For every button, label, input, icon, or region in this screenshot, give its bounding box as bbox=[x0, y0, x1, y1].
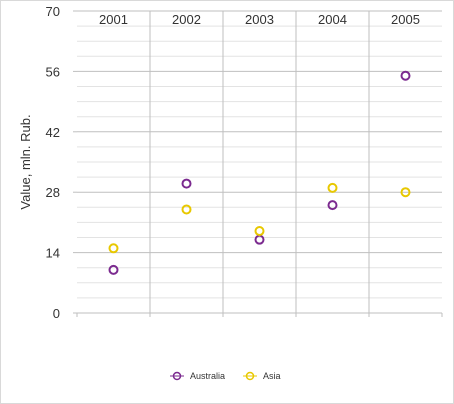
data-point-series-1 bbox=[327, 200, 338, 211]
grid bbox=[73, 10, 443, 317]
y-axis-ticks: 0 14 28 42 56 70 bbox=[46, 4, 60, 321]
data-point-series-2 bbox=[400, 187, 411, 198]
data-point-series-2 bbox=[327, 182, 338, 193]
y-tick-label: 70 bbox=[46, 4, 60, 19]
category-label: 2003 bbox=[245, 12, 274, 27]
category-label: 2004 bbox=[318, 12, 347, 27]
data-point-series-1 bbox=[400, 70, 411, 81]
data-point-series-1 bbox=[108, 264, 119, 275]
y-tick-label: 56 bbox=[46, 64, 60, 79]
y-tick-label: 0 bbox=[53, 306, 60, 321]
category-label: 2005 bbox=[391, 12, 420, 27]
data-point-series-2 bbox=[108, 243, 119, 254]
data-point-series-2 bbox=[181, 204, 192, 215]
category-label: 2002 bbox=[172, 12, 201, 27]
legend-label: Asia bbox=[263, 371, 281, 381]
y-tick-label: 14 bbox=[46, 246, 60, 261]
data-points bbox=[108, 70, 411, 275]
y-axis-label: Value, mln. Rub. bbox=[18, 114, 33, 209]
y-tick-label: 28 bbox=[46, 185, 60, 200]
legend-marker bbox=[245, 371, 255, 381]
legend: Australia Asia bbox=[170, 371, 281, 381]
y-tick-label: 42 bbox=[46, 125, 60, 140]
data-point-series-2 bbox=[254, 226, 265, 237]
legend-label: Australia bbox=[190, 371, 225, 381]
legend-marker bbox=[172, 371, 182, 381]
data-point-series-1 bbox=[181, 178, 192, 189]
category-label: 2001 bbox=[99, 12, 128, 27]
category-labels: 2001 2002 2003 2004 2005 bbox=[99, 12, 420, 27]
data-point-series-1 bbox=[254, 234, 265, 245]
